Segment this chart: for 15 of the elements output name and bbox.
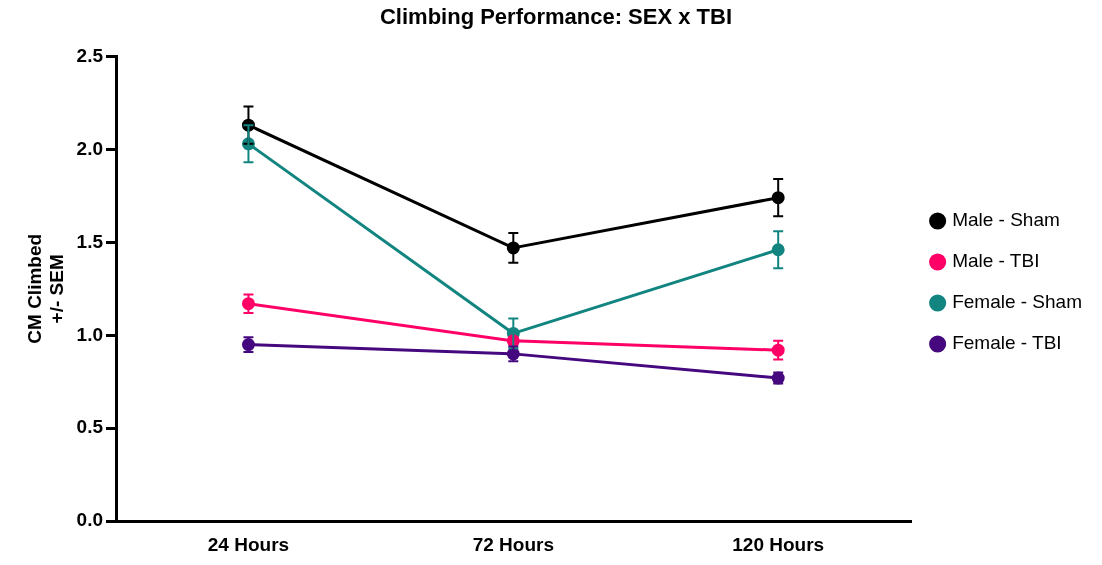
y-tick-label: 0.5: [76, 416, 104, 438]
chart-title: Climbing Performance: SEX x TBI: [379, 4, 733, 30]
y-axis-title: CM Climbed +/- SEM: [23, 233, 68, 344]
x-tick-label: 24 Hours: [207, 533, 290, 555]
legend-label: Female - Sham: [952, 291, 1082, 313]
y-tick-label: 1.5: [76, 230, 104, 252]
y-tick-label: 1.0: [76, 323, 104, 345]
legend-label: Female - TBI: [952, 332, 1062, 354]
y-tick-label: 2.0: [76, 137, 104, 159]
x-tick-label: 120 Hours: [732, 533, 825, 555]
y-tick-label: 2.5: [76, 44, 104, 66]
y-tick-label: 0.0: [76, 509, 104, 531]
legend-label: Male - TBI: [952, 250, 1040, 272]
legend-label: Male - Sham: [952, 209, 1060, 231]
x-tick-label: 72 Hours: [472, 533, 554, 555]
